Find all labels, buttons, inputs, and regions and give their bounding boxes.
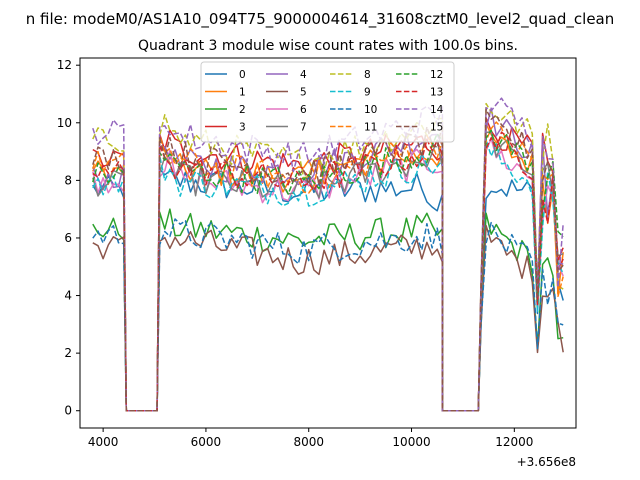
legend-label-7: 7	[300, 122, 307, 134]
legend-label-11: 11	[364, 122, 377, 134]
legend-label-5: 5	[300, 87, 307, 99]
series-layer	[92, 97, 564, 412]
series-line-14	[92, 97, 564, 412]
y-tick-label: 8	[64, 173, 72, 187]
legend-label-9: 9	[364, 87, 371, 99]
legend-label-15: 15	[430, 122, 443, 134]
x-axis: 4000 6000 8000 10000 12000	[88, 428, 533, 449]
x-tick-label: 8000	[293, 435, 324, 449]
y-tick-label: 6	[64, 231, 72, 245]
legend-box	[200, 61, 455, 143]
series-line-11	[92, 121, 564, 412]
legend-label-8: 8	[364, 69, 371, 81]
x-tick-label: 6000	[191, 435, 222, 449]
legend-label-4: 4	[300, 69, 307, 81]
series-line-9	[92, 138, 564, 412]
series-line-12	[92, 129, 564, 412]
legend-label-3: 3	[239, 122, 246, 134]
y-tick-label: 0	[64, 404, 72, 418]
legend-label-13: 13	[430, 87, 443, 99]
legend-label-6: 6	[300, 104, 307, 116]
series-line-5	[92, 224, 564, 412]
y-tick-label: 12	[57, 58, 72, 72]
x-offset-label: +3.656e8	[517, 455, 576, 469]
series-line-13	[92, 131, 564, 412]
x-tick-label: 12000	[495, 435, 533, 449]
y-axis: 0 2 4 6 8 10 12	[57, 58, 80, 418]
figure-suptitle: n file: modeM0/AS1A10_094T75_9000004614_…	[26, 10, 615, 29]
legend-label-0: 0	[239, 69, 246, 81]
y-tick-label: 4	[64, 289, 72, 303]
x-tick-label: 10000	[392, 435, 430, 449]
y-tick-label: 2	[64, 346, 72, 360]
legend-label-12: 12	[430, 69, 443, 81]
legend-label-2: 2	[239, 104, 246, 116]
y-tick-label: 10	[57, 116, 72, 130]
legend-label-14: 14	[430, 104, 444, 116]
axes-title: Quadrant 3 module wise count rates with …	[138, 38, 518, 54]
series-line-2	[92, 208, 564, 412]
series-line-8	[92, 102, 564, 412]
x-tick-label: 4000	[88, 435, 119, 449]
legend-label-1: 1	[239, 87, 246, 99]
series-line-6	[92, 137, 564, 412]
series-line-15	[92, 108, 564, 412]
axes-frame	[79, 57, 577, 429]
series-line-0	[92, 168, 564, 412]
legend-label-10: 10	[364, 104, 377, 116]
